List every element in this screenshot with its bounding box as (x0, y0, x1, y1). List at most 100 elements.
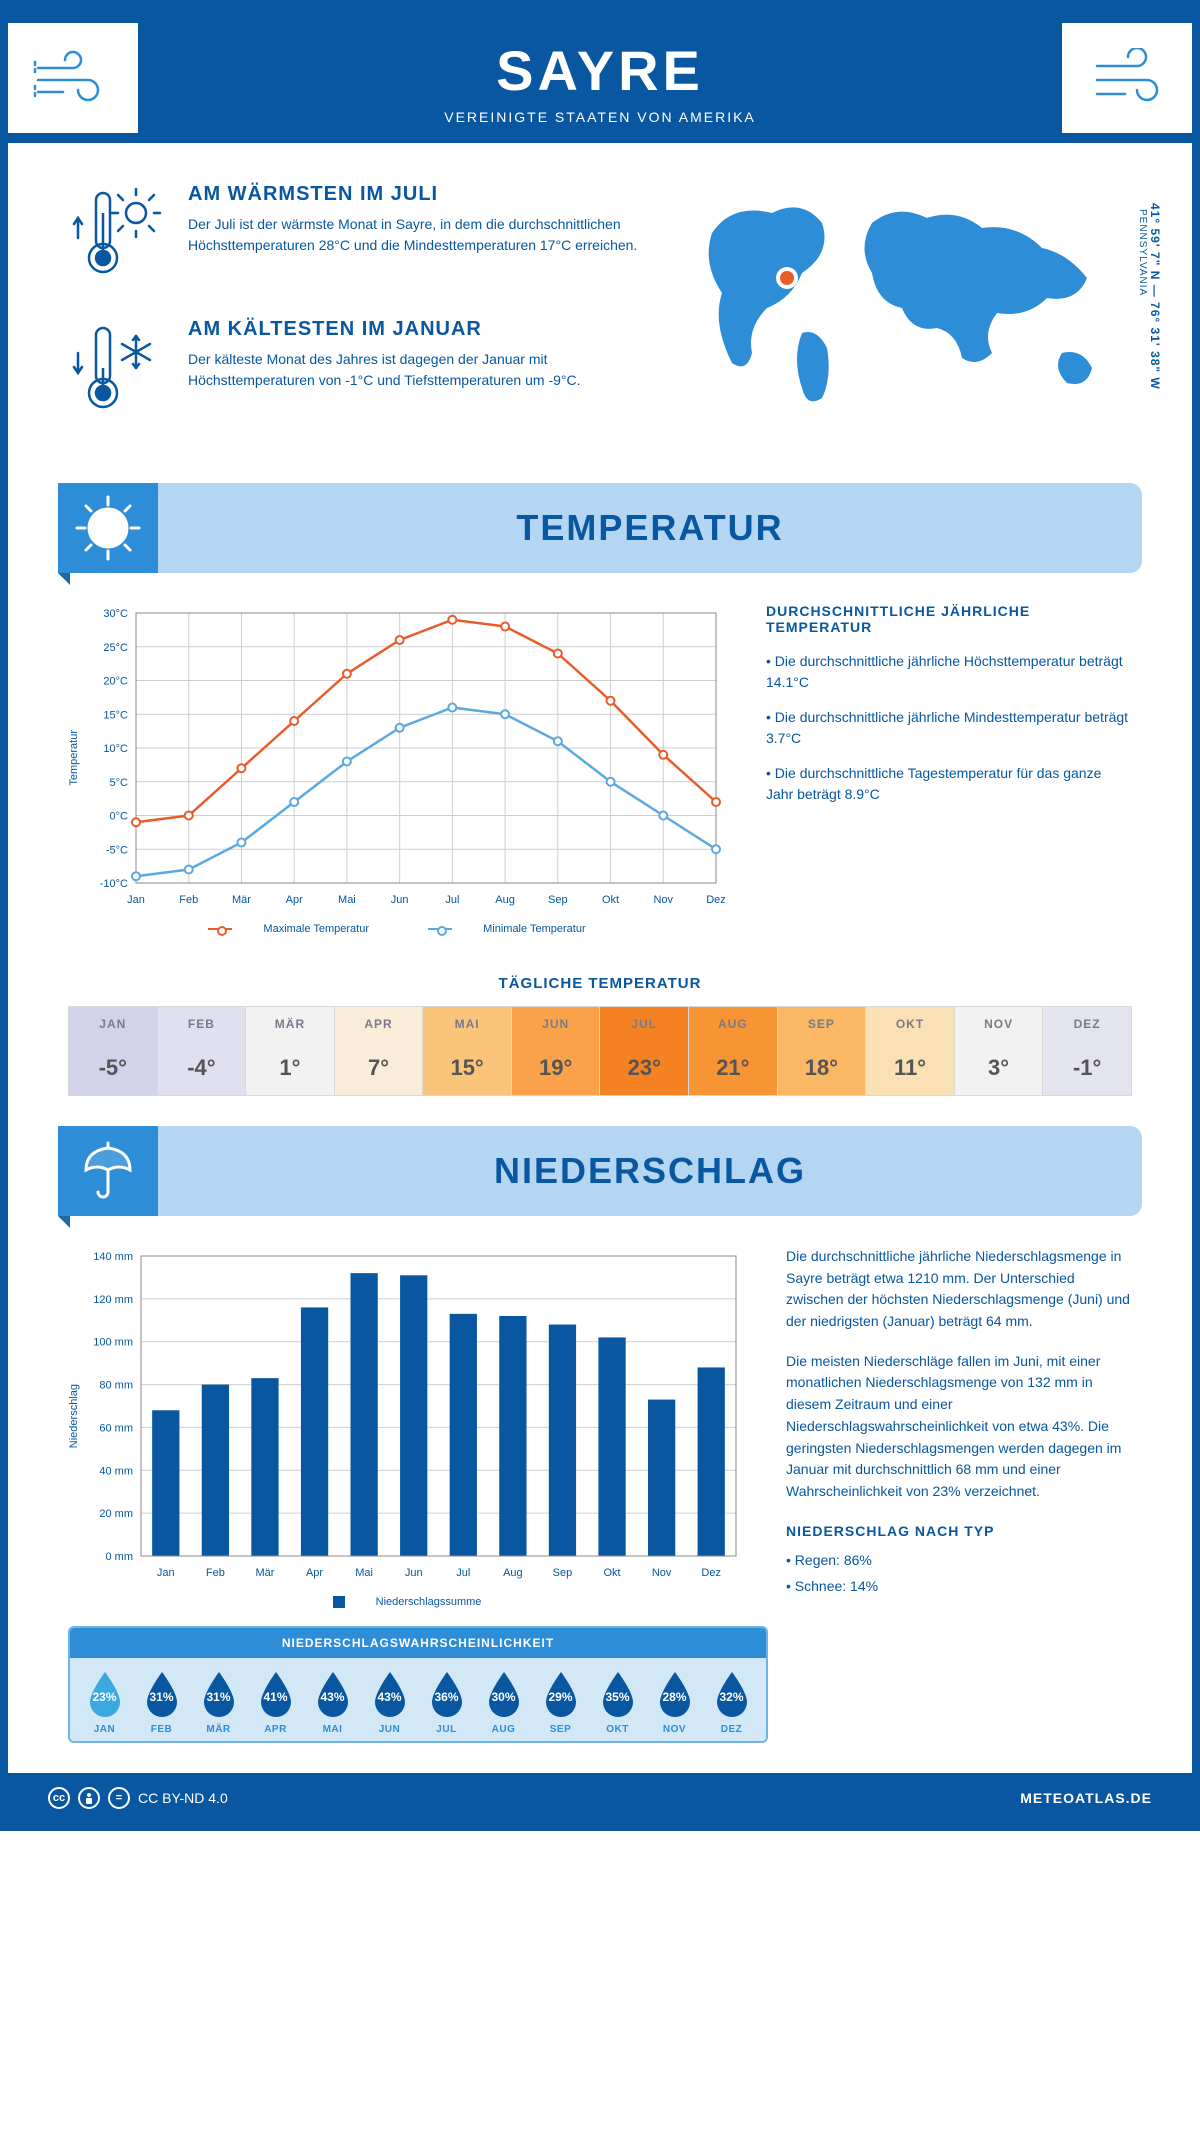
temperature-legend: .lg-sw::after{border-color:inherit} Maxi… (68, 923, 726, 935)
warmest-block: AM WÄRMSTEN IM JULI Der Juli ist der wär… (68, 183, 662, 288)
daily-cell: FEB-4° (158, 1007, 247, 1095)
thermometer-hot-icon (68, 183, 168, 288)
precipitation-section-header: NIEDERSCHLAG (58, 1126, 1142, 1216)
svg-text:Feb: Feb (206, 1567, 225, 1579)
daily-cell: SEP18° (778, 1007, 867, 1095)
license: cc = CC BY-ND 4.0 (48, 1787, 228, 1809)
precipitation-probability: NIEDERSCHLAGSWAHRSCHEINLICHKEIT 23%JAN31… (68, 1626, 768, 1743)
svg-text:Jun: Jun (391, 894, 409, 906)
svg-text:Dez: Dez (701, 1567, 721, 1579)
svg-text:Aug: Aug (503, 1567, 523, 1579)
sun-icon (58, 483, 158, 573)
precipitation-info: Die durchschnittliche jährliche Niedersc… (786, 1246, 1132, 1616)
daily-cell: APR7° (335, 1007, 424, 1095)
daily-cell: MAI15° (423, 1007, 512, 1095)
probability-cell: 36%JUL (418, 1670, 475, 1735)
svg-text:Jul: Jul (445, 894, 459, 906)
svg-text:0°C: 0°C (110, 811, 129, 823)
svg-text:Mär: Mär (255, 1567, 274, 1579)
svg-text:40 mm: 40 mm (99, 1465, 133, 1477)
probability-cell: 32%DEZ (703, 1670, 760, 1735)
svg-text:60 mm: 60 mm (99, 1422, 133, 1434)
precipitation-legend: Niederschlagssumme (68, 1596, 746, 1608)
page: SAYRE VEREINIGTE STAATEN VON AMERIKA AM … (0, 0, 1200, 1831)
probability-cell: 41%APR (247, 1670, 304, 1735)
svg-text:Jul: Jul (456, 1567, 470, 1579)
coordinates: 41° 59' 7" N — 76° 31' 38" W PENNSYLVANI… (1137, 203, 1162, 390)
temperature-title: TEMPERATUR (178, 507, 1122, 549)
probability-cell: 23%JAN (76, 1670, 133, 1735)
site-name: METEOATLAS.DE (1020, 1790, 1152, 1806)
probability-cell: 43%MAI (304, 1670, 361, 1735)
coldest-block: AM KÄLTESTEN IM JANUAR Der kälteste Mona… (68, 318, 662, 423)
svg-text:Sep: Sep (553, 1567, 573, 1579)
warmest-title: AM WÄRMSTEN IM JULI (188, 183, 662, 206)
footer: cc = CC BY-ND 4.0 METEOATLAS.DE (8, 1773, 1192, 1823)
daily-temp-grid: JAN-5°FEB-4°MÄR1°APR7°MAI15°JUN19°JUL23°… (68, 1006, 1132, 1096)
temperature-info: DURCHSCHNITTLICHE JÄHRLICHE TEMPERATUR •… (766, 603, 1132, 935)
precipitation-title: NIEDERSCHLAG (178, 1150, 1122, 1192)
probability-cell: 28%NOV (646, 1670, 703, 1735)
thermometer-cold-icon (68, 318, 168, 423)
svg-text:20 mm: 20 mm (99, 1508, 133, 1520)
probability-cell: 30%AUG (475, 1670, 532, 1735)
svg-text:Mär: Mär (232, 894, 251, 906)
svg-text:120 mm: 120 mm (93, 1294, 133, 1306)
svg-text:-10°C: -10°C (100, 878, 128, 890)
svg-text:Apr: Apr (306, 1567, 323, 1579)
svg-text:Mai: Mai (355, 1567, 373, 1579)
svg-text:Sep: Sep (548, 894, 568, 906)
probability-cell: 31%FEB (133, 1670, 190, 1735)
svg-text:20°C: 20°C (103, 676, 128, 688)
svg-text:80 mm: 80 mm (99, 1380, 133, 1392)
probability-cell: 29%SEP (532, 1670, 589, 1735)
svg-text:140 mm: 140 mm (93, 1251, 133, 1263)
svg-text:5°C: 5°C (110, 777, 129, 789)
svg-text:Mai: Mai (338, 894, 356, 906)
daily-cell: AUG21° (689, 1007, 778, 1095)
probability-cell: 35%OKT (589, 1670, 646, 1735)
nd-icon: = (108, 1787, 130, 1809)
precipitation-chart: Niederschlag 0 mm20 mm40 mm60 mm80 mm100… (68, 1246, 746, 1616)
svg-text:Apr: Apr (286, 894, 303, 906)
svg-text:Nov: Nov (653, 894, 673, 906)
svg-text:Feb: Feb (179, 894, 198, 906)
daily-cell: NOV3° (955, 1007, 1044, 1095)
wind-icon (1062, 23, 1192, 133)
svg-text:10°C: 10°C (103, 743, 128, 755)
daily-cell: OKT11° (866, 1007, 955, 1095)
header: SAYRE VEREINIGTE STAATEN VON AMERIKA (8, 8, 1192, 143)
svg-text:Okt: Okt (602, 894, 619, 906)
daily-cell: JUL23° (600, 1007, 689, 1095)
svg-text:15°C: 15°C (103, 709, 128, 721)
svg-text:-5°C: -5°C (106, 844, 128, 856)
probability-cell: 31%MÄR (190, 1670, 247, 1735)
svg-text:25°C: 25°C (103, 642, 128, 654)
svg-text:30°C: 30°C (103, 608, 128, 620)
svg-text:0 mm: 0 mm (106, 1551, 134, 1563)
svg-text:Jan: Jan (127, 894, 145, 906)
wind-icon (8, 23, 138, 133)
probability-cell: 43%JUN (361, 1670, 418, 1735)
by-icon (78, 1787, 100, 1809)
daily-temp-title: TÄGLICHE TEMPERATUR (8, 975, 1192, 992)
coldest-text: Der kälteste Monat des Jahres ist dagege… (188, 349, 662, 391)
umbrella-icon (58, 1126, 158, 1216)
country-subtitle: VEREINIGTE STAATEN VON AMERIKA (28, 109, 1172, 125)
temperature-section-header: TEMPERATUR (58, 483, 1142, 573)
city-title: SAYRE (28, 38, 1172, 103)
daily-cell: DEZ-1° (1043, 1007, 1131, 1095)
svg-text:Jun: Jun (405, 1567, 423, 1579)
svg-text:100 mm: 100 mm (93, 1337, 133, 1349)
svg-text:Aug: Aug (495, 894, 515, 906)
cc-icon: cc (48, 1787, 70, 1809)
daily-cell: JAN-5° (69, 1007, 158, 1095)
warmest-text: Der Juli ist der wärmste Monat in Sayre,… (188, 214, 662, 256)
intro-section: AM WÄRMSTEN IM JULI Der Juli ist der wär… (8, 143, 1192, 483)
svg-text:Jan: Jan (157, 1567, 175, 1579)
temperature-chart: Temperatur -10°C-5°C0°C5°C10°C15°C20°C25… (68, 603, 726, 935)
coldest-title: AM KÄLTESTEN IM JANUAR (188, 318, 662, 341)
daily-cell: JUN19° (512, 1007, 601, 1095)
svg-text:Dez: Dez (706, 894, 726, 906)
world-map: 41° 59' 7" N — 76° 31' 38" W PENNSYLVANI… (692, 183, 1132, 453)
